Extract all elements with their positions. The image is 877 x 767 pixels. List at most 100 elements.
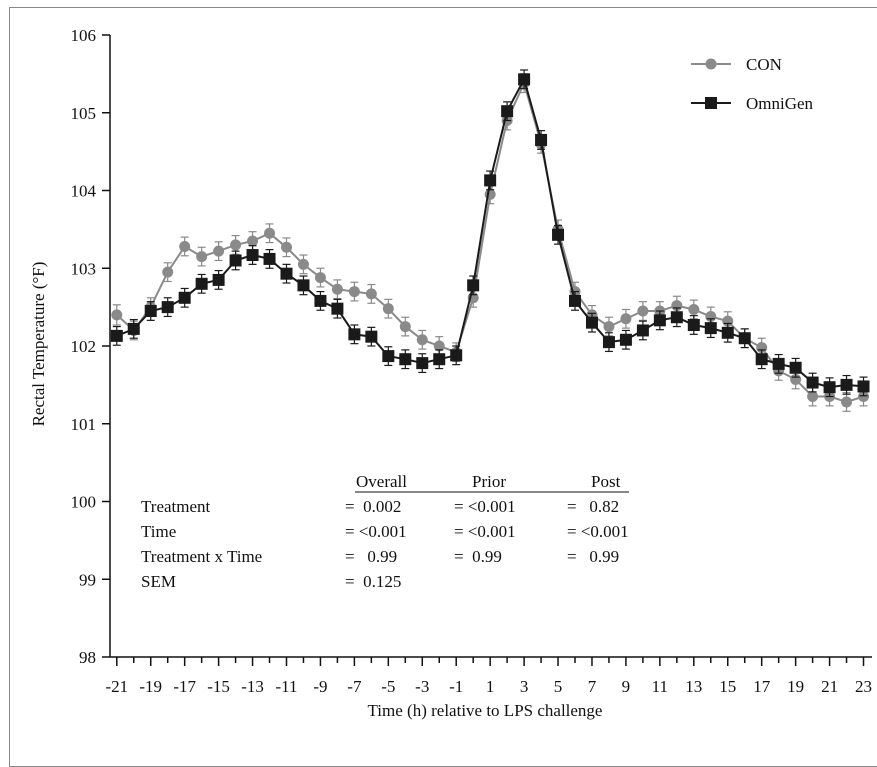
x-tick-label: 3 xyxy=(520,677,529,696)
stats-header-post: Post xyxy=(591,472,621,491)
data-point xyxy=(399,353,412,366)
data-point xyxy=(755,353,768,366)
y-tick-label: 105 xyxy=(71,104,97,123)
data-point xyxy=(110,329,123,342)
y-tick-label: 104 xyxy=(71,182,97,201)
series-con xyxy=(111,73,870,412)
stats-cell: = <0.001 xyxy=(567,522,629,541)
x-tick-label: 13 xyxy=(685,677,702,696)
data-point xyxy=(382,350,395,363)
legend-omnigen-label: OmniGen xyxy=(746,94,814,113)
x-tick-label: -5 xyxy=(381,677,395,696)
stats-header-prior: Prior xyxy=(472,472,506,491)
data-point xyxy=(704,322,717,335)
data-point xyxy=(858,391,870,403)
data-point xyxy=(382,303,394,315)
data-point xyxy=(857,380,870,393)
data-point xyxy=(365,288,377,300)
data-point xyxy=(552,228,565,241)
data-point xyxy=(280,267,293,280)
data-point xyxy=(806,376,819,389)
x-tick-label: -7 xyxy=(347,677,362,696)
y-tick-label: 100 xyxy=(71,493,97,512)
data-point xyxy=(263,252,276,265)
series-layer xyxy=(110,69,870,412)
data-point xyxy=(518,73,531,86)
data-point xyxy=(144,305,157,318)
data-point xyxy=(365,330,378,343)
stats-cell: = <0.001 xyxy=(454,497,516,516)
data-point xyxy=(314,272,326,284)
data-point xyxy=(823,381,836,394)
stats-cell: = <0.001 xyxy=(454,522,516,541)
data-point xyxy=(348,286,360,298)
data-point xyxy=(585,316,598,329)
x-tick-label: 21 xyxy=(821,677,838,696)
data-point xyxy=(840,378,853,391)
x-tick-label: -9 xyxy=(313,677,327,696)
data-point xyxy=(416,357,429,370)
y-tick-label: 106 xyxy=(71,26,97,45)
data-point xyxy=(127,322,140,335)
data-point xyxy=(178,291,191,304)
x-tick-label: -13 xyxy=(241,677,264,696)
y-tick-label: 103 xyxy=(71,259,97,278)
data-point xyxy=(687,319,700,332)
data-point xyxy=(314,294,327,307)
stats-cell: = 0.002 xyxy=(345,497,401,516)
data-point xyxy=(111,309,123,321)
data-point xyxy=(501,105,514,118)
data-point xyxy=(348,328,361,341)
data-point xyxy=(247,235,259,247)
stats-row-label: Treatment xyxy=(141,497,211,516)
data-point xyxy=(602,336,615,349)
stats-table: Overall Prior Post Treatment = 0.002 = <… xyxy=(141,472,629,591)
data-point xyxy=(807,391,819,403)
data-point xyxy=(653,314,666,327)
data-point xyxy=(637,305,649,317)
data-point xyxy=(738,332,751,345)
stats-cell: = <0.001 xyxy=(345,522,407,541)
data-point xyxy=(772,357,785,370)
y-tick-label: 102 xyxy=(71,337,97,356)
legend-con-label: CON xyxy=(746,55,782,74)
data-point xyxy=(620,313,632,325)
stats-cell: = 0.82 xyxy=(567,497,619,516)
data-point xyxy=(297,279,310,292)
x-tick-label: -17 xyxy=(173,677,196,696)
legend-omnigen-marker xyxy=(705,97,717,109)
x-tick-label: 1 xyxy=(486,677,495,696)
data-point xyxy=(433,340,445,352)
stats-cell: = 0.125 xyxy=(345,572,401,591)
legend: CON OmniGen xyxy=(691,55,814,113)
stats-cell: = 0.99 xyxy=(567,547,619,566)
stats-cell: = 0.99 xyxy=(454,547,502,566)
data-point xyxy=(162,266,174,278)
data-point xyxy=(399,321,411,333)
data-point xyxy=(179,240,191,252)
data-point xyxy=(484,174,497,187)
data-point xyxy=(433,353,446,366)
x-tick-label: -19 xyxy=(139,677,162,696)
data-point xyxy=(196,251,208,263)
data-point xyxy=(670,311,683,324)
x-tick-label: -1 xyxy=(449,677,463,696)
stats-cell: = 0.99 xyxy=(345,547,397,566)
data-point xyxy=(636,324,649,337)
data-point xyxy=(331,302,344,315)
data-point xyxy=(467,279,480,292)
x-axis-title: Time (h) relative to LPS challenge xyxy=(368,701,603,720)
series-line-con xyxy=(116,80,864,404)
data-point xyxy=(603,321,615,333)
stats-row-label: SEM xyxy=(141,572,176,591)
x-tick-label: 23 xyxy=(855,677,872,696)
data-point xyxy=(280,241,292,253)
x-tick-label: 15 xyxy=(719,677,736,696)
data-point xyxy=(331,283,343,295)
data-point xyxy=(721,326,734,339)
data-point xyxy=(212,273,225,286)
data-point xyxy=(450,349,463,362)
x-tick-label: 11 xyxy=(652,677,668,696)
